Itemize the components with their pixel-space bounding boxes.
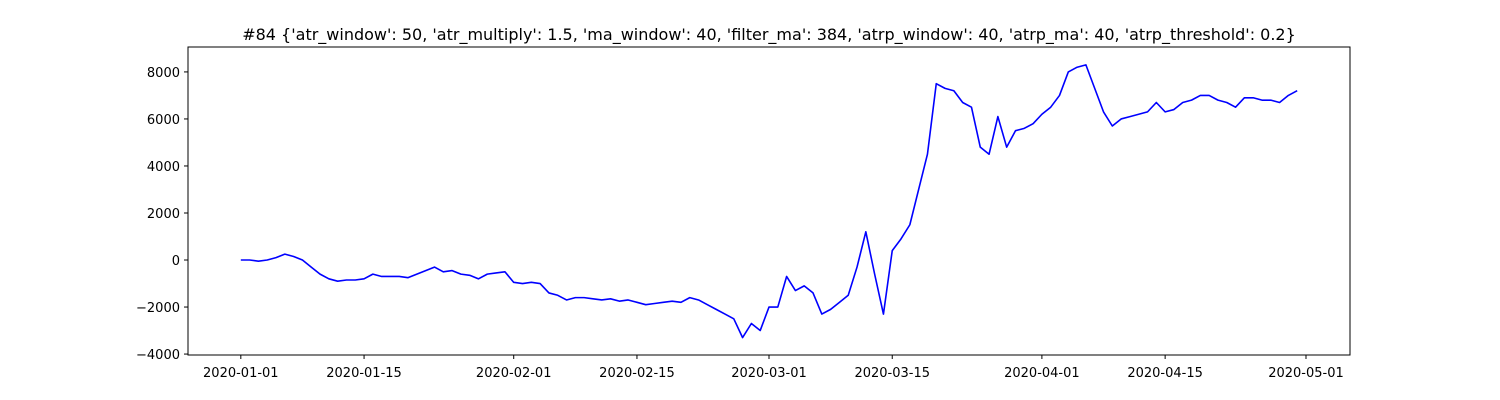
x-tick-label: 2020-02-01 — [476, 366, 552, 381]
x-tick-label: 2020-05-01 — [1268, 366, 1344, 381]
x-tick-label: 2020-01-15 — [326, 366, 402, 381]
y-tick-label: −2000 — [136, 301, 180, 316]
line-series — [240, 64, 1298, 339]
x-tick-label: 2020-02-15 — [599, 366, 675, 381]
y-tick-label: 6000 — [147, 113, 180, 128]
y-tick-label: 4000 — [147, 160, 180, 175]
x-tick-label: 2020-03-15 — [854, 366, 930, 381]
plot-frame — [187, 46, 1351, 356]
y-tick-label: 0 — [172, 254, 180, 269]
y-tick-label: −4000 — [136, 348, 180, 363]
x-tick-label: 2020-01-01 — [203, 366, 279, 381]
x-tick-label: 2020-04-15 — [1127, 366, 1203, 381]
y-tick-label: 2000 — [147, 207, 180, 222]
chart-title: #84 {'atr_window': 50, 'atr_multiply': 1… — [242, 25, 1296, 45]
y-tick-label: 8000 — [147, 66, 180, 81]
x-tick-label: 2020-04-01 — [1004, 366, 1080, 381]
x-tick-label: 2020-03-01 — [731, 366, 807, 381]
